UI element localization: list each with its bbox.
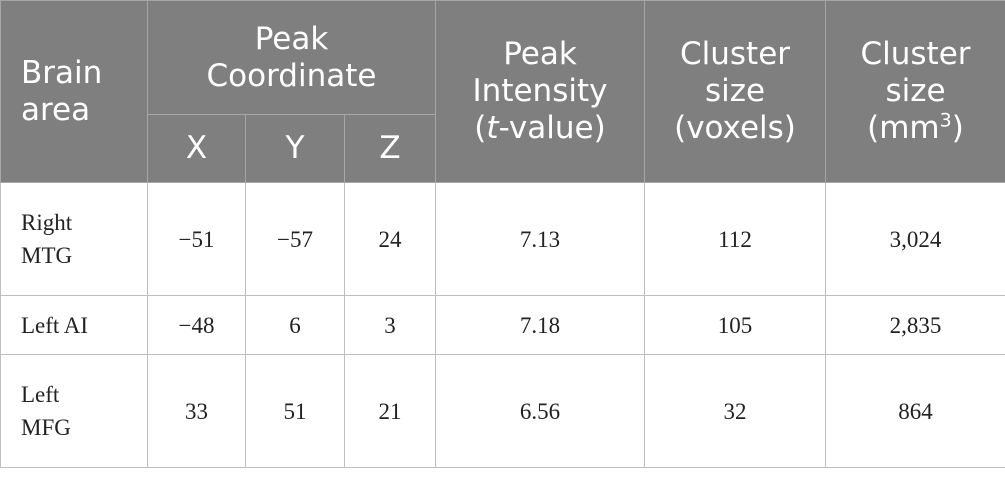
header-coord-x: X	[147, 114, 246, 183]
cell-cluster-mm3: 864	[825, 354, 1005, 468]
cell-coord-z: 24	[344, 182, 436, 296]
cell-brain-area: Right MTG	[0, 182, 148, 296]
cell-coord-x: −48	[147, 295, 246, 355]
cell-coord-z: 21	[344, 354, 436, 468]
cell-coord-y: 6	[245, 295, 345, 355]
cell-coord-y: −57	[245, 182, 345, 296]
cell-brain-area: Left AI	[0, 295, 148, 355]
header-cluster-size-mm3: Cluster size (mm3)	[825, 0, 1005, 183]
cell-brain-area: Left MFG	[0, 354, 148, 468]
header-cluster-size-voxels: Cluster size (voxels)	[644, 0, 826, 183]
header-row-top: Brain area Peak Coordinate Peak Intensity (t…	[0, 0, 1005, 183]
results-table: Brain area Peak Coordinate Peak Intensity (t…	[0, 0, 1005, 468]
cell-cluster-voxels: 32	[644, 354, 826, 468]
cell-peak-intensity: 6.56	[435, 354, 645, 468]
header-peak-coordinate: Peak Coordinate	[147, 0, 436, 115]
cell-coord-x: −51	[147, 182, 246, 296]
cell-cluster-mm3: 2,835	[825, 295, 1005, 355]
cell-cluster-voxels: 112	[644, 182, 826, 296]
cell-cluster-voxels: 105	[644, 295, 826, 355]
cell-coord-y: 51	[245, 354, 345, 468]
cell-peak-intensity: 7.13	[435, 182, 645, 296]
header-coord-z: Z	[344, 114, 436, 183]
table-row: Left AI −48 6 3 7.18 105 2,835	[0, 295, 1005, 355]
header-peak-intensity: Peak Intensity (t-value)	[435, 0, 645, 183]
table-row: Left MFG 33 51 21 6.56 32 864	[0, 354, 1005, 468]
table-header: Brain area Peak Coordinate Peak Intensity (t…	[0, 0, 1005, 183]
table-row: Right MTG −51 −57 24 7.13 112 3,024	[0, 182, 1005, 296]
header-coord-y: Y	[245, 114, 345, 183]
cell-coord-z: 3	[344, 295, 436, 355]
cell-coord-x: 33	[147, 354, 246, 468]
header-row-bottom: X Y Z	[1, 114, 1005, 183]
cell-cluster-mm3: 3,024	[825, 182, 1005, 296]
header-brain-area: Brain area	[0, 0, 148, 183]
table-body: Right MTG −51 −57 24 7.13 112 3,024 Left …	[0, 182, 1005, 468]
cell-peak-intensity: 7.18	[435, 295, 645, 355]
